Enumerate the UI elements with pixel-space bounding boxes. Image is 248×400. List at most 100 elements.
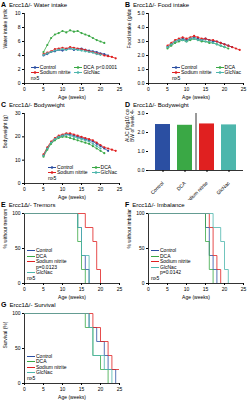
svg-text:5: 5 [42, 186, 45, 192]
html-text:Control: Control [57, 163, 74, 170]
svg-text:0: 0 [18, 380, 21, 386]
svg-text:25: 25 [241, 86, 247, 92]
html-text:E Ercc1Δ/- Tremors: E Ercc1Δ/- Tremors [1, 201, 56, 208]
svg-text:0: 0 [23, 286, 26, 292]
svg-text:10: 10 [15, 10, 21, 16]
svg-text:20: 20 [15, 133, 21, 139]
svg-text:3.0: 3.0 [138, 110, 145, 116]
svg-text:Age (weeks): Age (weeks) [58, 394, 86, 400]
svg-text:5: 5 [166, 286, 169, 292]
html-text:n≥5: n≥5 [48, 174, 57, 181]
svg-text:30: 30 [15, 110, 21, 116]
svg-text:Age (weeks): Age (weeks) [58, 94, 86, 100]
svg-text:15: 15 [203, 86, 209, 92]
svg-text:AUC (log10 convertedBW of week: AUC (log10 convertedBW of week 4-16) [124, 109, 135, 142]
svg-text:Control: Control [149, 180, 165, 196]
html-text:DCA: DCA [36, 252, 47, 259]
svg-text:5: 5 [42, 386, 45, 392]
svg-text:15: 15 [79, 86, 85, 92]
svg-text:5: 5 [42, 286, 45, 292]
svg-text:25: 25 [117, 286, 123, 292]
svg-text:% without imbalance: % without imbalance [126, 209, 132, 249]
svg-text:15: 15 [203, 286, 209, 292]
svg-text:25: 25 [117, 386, 123, 392]
svg-text:2.0: 2.0 [138, 52, 145, 58]
html-text:p=0.0123: p=0.0123 [36, 263, 57, 270]
svg-text:1.0: 1.0 [138, 66, 145, 72]
svg-text:8: 8 [18, 24, 21, 30]
svg-text:25: 25 [117, 86, 123, 92]
html-text:DCA p<0.0001: DCA p<0.0001 [83, 63, 117, 70]
svg-text:4.0: 4.0 [138, 24, 145, 30]
svg-text:5.0: 5.0 [138, 10, 145, 16]
html-text:Control: Control [181, 63, 198, 70]
svg-text:10: 10 [60, 186, 66, 192]
html-text:DCA: DCA [100, 163, 112, 170]
svg-text:20: 20 [98, 86, 104, 92]
svg-text:5: 5 [42, 86, 45, 92]
svg-text:10: 10 [184, 86, 190, 92]
svg-text:0: 0 [18, 180, 21, 186]
svg-text:20: 20 [222, 86, 228, 92]
html-text:F Ercc1Δ/- Imbalance: F Ercc1Δ/- Imbalance [125, 201, 185, 208]
svg-text:25: 25 [117, 186, 123, 192]
svg-text:0: 0 [18, 280, 21, 286]
svg-text:1.0: 1.0 [138, 148, 145, 154]
svg-text:50: 50 [139, 245, 145, 251]
svg-text:Bodyweight (g): Bodyweight (g) [2, 115, 8, 149]
svg-text:0: 0 [147, 286, 150, 292]
svg-text:3.0: 3.0 [138, 38, 145, 44]
svg-text:10: 10 [60, 286, 66, 292]
svg-text:GlcNac: GlcNac [215, 180, 231, 196]
svg-text:0: 0 [147, 86, 150, 92]
svg-text:% without tremors: % without tremors [2, 209, 8, 249]
svg-text:10: 10 [184, 286, 190, 292]
html-text:Control: Control [39, 63, 56, 70]
svg-text:100: 100 [12, 310, 21, 316]
svg-text:25: 25 [241, 286, 247, 292]
html-text:A Ercc1Δ/- Water intake: A Ercc1Δ/- Water intake [1, 1, 68, 8]
svg-text:50: 50 [15, 245, 21, 251]
svg-text:2: 2 [18, 66, 21, 72]
svg-text:Food intake (g/day): Food intake (g/day) [126, 9, 132, 49]
html-text:n≥5: n≥5 [27, 274, 36, 281]
html-text:n≥5: n≥5 [30, 74, 40, 81]
svg-text:20: 20 [98, 386, 104, 392]
svg-text:0: 0 [23, 186, 26, 192]
svg-text:10: 10 [60, 86, 66, 92]
svg-text:0: 0 [142, 280, 145, 286]
svg-text:20: 20 [222, 286, 228, 292]
svg-text:4: 4 [18, 52, 21, 58]
svg-text:15: 15 [79, 386, 85, 392]
svg-text:Water intake (ml/day): Water intake (ml/day) [2, 9, 8, 49]
svg-text:6: 6 [18, 38, 21, 44]
svg-text:0.0: 0.0 [138, 80, 145, 86]
svg-text:0.0: 0.0 [138, 167, 145, 173]
html-text:n≥5: n≥5 [172, 74, 181, 81]
svg-text:0: 0 [23, 86, 26, 92]
svg-text:0: 0 [23, 386, 26, 392]
svg-text:50: 50 [15, 345, 21, 351]
svg-text:Age (weeks): Age (weeks) [182, 294, 210, 300]
svg-text:100: 100 [136, 210, 145, 216]
svg-text:20: 20 [98, 186, 104, 192]
html-text:B Ercc1Δ/- Food intake: B Ercc1Δ/- Food intake [125, 1, 190, 8]
html-text:D Ercc1Δ/- Bodyweight: D Ercc1Δ/- Bodyweight [125, 101, 189, 108]
svg-text:Sodium nitrite: Sodium nitrite [183, 180, 209, 200]
svg-text:Age (weeks): Age (weeks) [58, 294, 86, 300]
svg-text:DCA: DCA [175, 179, 187, 191]
svg-text:Age (weeks): Age (weeks) [182, 94, 210, 100]
svg-text:Age (weeks): Age (weeks) [58, 194, 86, 200]
svg-text:5: 5 [166, 86, 169, 92]
svg-text:2.0: 2.0 [138, 129, 145, 135]
svg-text:15: 15 [79, 286, 85, 292]
svg-text:100: 100 [12, 210, 21, 216]
svg-text:0: 0 [18, 80, 21, 86]
svg-text:20: 20 [98, 286, 104, 292]
svg-text:15: 15 [79, 186, 85, 192]
html-text:C Ercc1Δ/- Bodyweight: C Ercc1Δ/- Bodyweight [1, 101, 65, 108]
svg-text:10: 10 [15, 157, 21, 163]
html-text:DCA: DCA [224, 63, 236, 70]
svg-text:Survival (%): Survival (%) [2, 321, 8, 348]
svg-text:10: 10 [60, 386, 66, 392]
